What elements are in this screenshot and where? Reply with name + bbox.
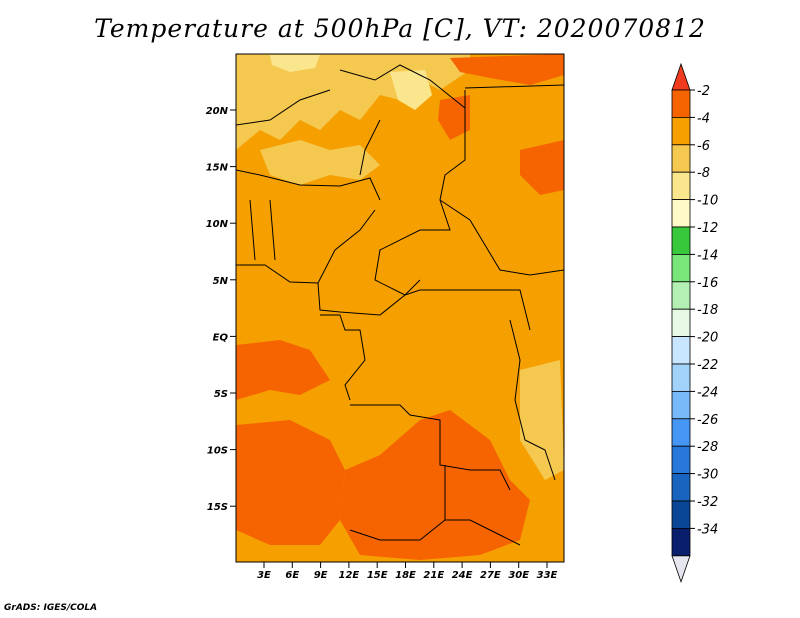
lon-label: 21E xyxy=(423,570,444,581)
lat-label: 5S xyxy=(214,389,228,400)
lat-label: EQ xyxy=(213,332,229,343)
coolest-region-libya xyxy=(390,70,432,110)
colorbar-segment xyxy=(671,528,691,557)
colorbar-label: -4 xyxy=(697,111,710,126)
map-title: Temperature at 500hPa [C], VT: 202007081… xyxy=(94,14,706,43)
colorbar-segment xyxy=(671,445,691,475)
colorbar-label: -30 xyxy=(697,468,718,483)
colorbar-segment xyxy=(671,226,691,255)
country-borders xyxy=(236,64,564,546)
temperature-field xyxy=(236,54,564,562)
map-frame xyxy=(235,53,565,563)
colorbar-segment xyxy=(671,500,691,529)
colorbar-segment xyxy=(671,390,691,420)
latitude-axis: 20N 15N 10N 5N EQ 5S 10S 15S xyxy=(206,106,236,513)
colorbar-label: -20 xyxy=(697,331,718,346)
lat-label: 10S xyxy=(207,446,228,457)
lon-label: 24E xyxy=(452,570,473,581)
colorbar-top-arrow xyxy=(671,62,691,91)
colorbar-label: -6 xyxy=(697,139,710,154)
colorbar-label: -26 xyxy=(697,413,718,428)
colorbar-segment xyxy=(671,363,691,392)
colorbar-segment xyxy=(671,253,691,283)
cool-region-east xyxy=(520,360,564,480)
colorbar-label: -12 xyxy=(697,221,718,236)
lon-label: 3E xyxy=(257,570,271,581)
colorbar-segment xyxy=(671,89,691,118)
colorbar-segment xyxy=(671,171,691,200)
lon-label: 18E xyxy=(395,570,416,581)
lon-label: 27E xyxy=(480,570,501,581)
warm-region-southwest xyxy=(236,420,345,545)
colorbar-label: -18 xyxy=(697,303,718,318)
warm-region-northeast xyxy=(438,95,470,140)
lon-label: 9E xyxy=(314,570,328,581)
colorbar-bottom-arrow xyxy=(671,555,691,584)
colorbar-segment xyxy=(671,473,691,502)
colorbar-label: -34 xyxy=(697,522,718,537)
lat-label: 10N xyxy=(206,219,229,230)
colorbar-label: -14 xyxy=(697,248,718,263)
grads-credit: GrADS: IGES/COLA xyxy=(4,603,98,613)
coolest-region-north xyxy=(270,55,320,72)
colorbar-label: -8 xyxy=(697,166,710,181)
warm-region-sudan xyxy=(520,140,564,195)
lon-label: 12E xyxy=(339,570,360,581)
lon-label: 15E xyxy=(367,570,388,581)
colorbar-label: -24 xyxy=(697,385,718,400)
colorbar-segment xyxy=(671,144,691,173)
lon-label: 30E xyxy=(508,570,529,581)
colorbar-label: -10 xyxy=(697,194,718,209)
colorbar-segment xyxy=(671,199,691,228)
lon-label: 6E xyxy=(285,570,299,581)
lon-label: 33E xyxy=(537,570,558,581)
colorbar-segment xyxy=(671,336,691,365)
longitude-axis: 3E 6E 9E 12E 15E 18E 21E 24E 27E 30E 33E xyxy=(257,562,558,581)
lat-label: 15N xyxy=(206,163,229,174)
lat-label: 5N xyxy=(213,276,229,287)
colorbar-label: -22 xyxy=(697,358,718,373)
lat-label: 15S xyxy=(207,502,228,513)
cool-region-sahel xyxy=(260,140,380,185)
warm-region-atlantic xyxy=(236,340,330,400)
colorbar-label: -32 xyxy=(697,495,718,510)
colorbar-segment xyxy=(671,281,691,310)
warm-region-sahara-north xyxy=(450,54,564,85)
warm-region-angola-zambia xyxy=(340,410,530,560)
colorbar-label: -2 xyxy=(697,84,710,99)
lat-label: 20N xyxy=(206,106,229,117)
colorbar-segment xyxy=(671,308,691,338)
colorbar-segment xyxy=(671,418,691,447)
colorbar-segment xyxy=(671,117,691,146)
colorbar-label: -28 xyxy=(697,440,718,455)
colorbar-label: -16 xyxy=(697,276,718,291)
colorbar: -2 -4 -6 -8 -10 -12 -14 -16 -18 -20 -22 -24 -26 -28 -3… xyxy=(671,62,718,584)
